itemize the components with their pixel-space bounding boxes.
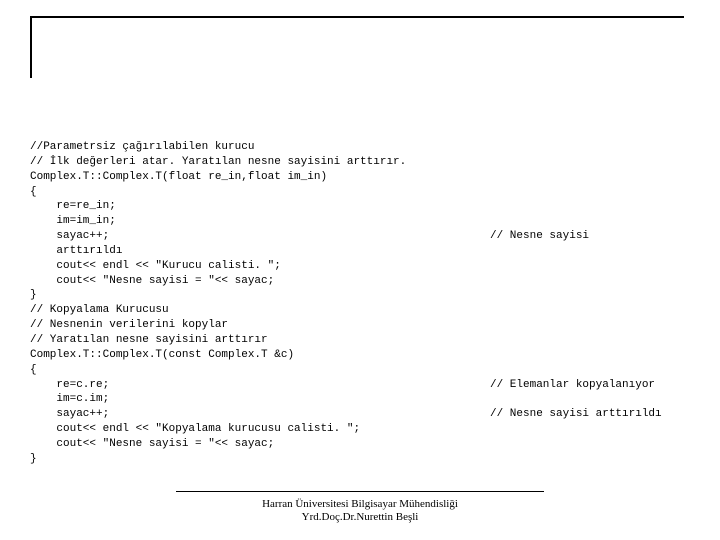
code-block: //Parametrsiz çağırılabilen kurucu // İl… (30, 140, 690, 467)
code-line: //Parametrsiz çağırılabilen kurucu (30, 141, 254, 153)
code-line: // İlk değerleri atar. Yaratılan nesne s… (30, 156, 406, 168)
code-comment: // Nesne sayisi arttırıldı (490, 407, 662, 422)
code-line: arttırıldı (30, 245, 122, 257)
code-line: Complex.T::Complex.T(const Complex.T &c) (30, 349, 294, 361)
code-line: cout<< "Nesne sayisi = "<< sayac; (30, 275, 274, 287)
code-comment: // Elemanlar kopyalanıyor (490, 378, 655, 393)
footer-divider (176, 491, 544, 492)
code-line: // Yaratılan nesne sayisini arttırır (30, 334, 268, 346)
code-line: sayac++;// Nesne sayisi arttırıldı (30, 408, 109, 420)
code-line: im=im_in; (30, 215, 116, 227)
code-line: } (30, 453, 37, 465)
footer-institution: Harran Üniversitesi Bilgisayar Mühendisl… (0, 498, 720, 511)
code-line: { (30, 364, 37, 376)
code-line: { (30, 186, 37, 198)
code-line: cout<< endl << "Kurucu calisti. "; (30, 260, 281, 272)
code-line: } (30, 289, 37, 301)
code-line: im=c.im; (30, 393, 109, 405)
footer-author: Yrd.Doç.Dr.Nurettin Beşli (0, 511, 720, 524)
slide-top-border (30, 16, 684, 78)
code-line: sayac++;// Nesne sayisi (30, 230, 109, 242)
footer: Harran Üniversitesi Bilgisayar Mühendisl… (0, 498, 720, 524)
code-line: Complex.T::Complex.T(float re_in,float i… (30, 171, 327, 183)
code-line: cout<< "Nesne sayisi = "<< sayac; (30, 438, 274, 450)
code-line: cout<< endl << "Kopyalama kurucusu calis… (30, 423, 360, 435)
code-comment: // Nesne sayisi (490, 229, 589, 244)
code-line: // Kopyalama Kurucusu (30, 304, 169, 316)
code-line: re=re_in; (30, 200, 116, 212)
code-line: // Nesnenin verilerini kopylar (30, 319, 228, 331)
code-line: re=c.re;// Elemanlar kopyalanıyor (30, 379, 109, 391)
